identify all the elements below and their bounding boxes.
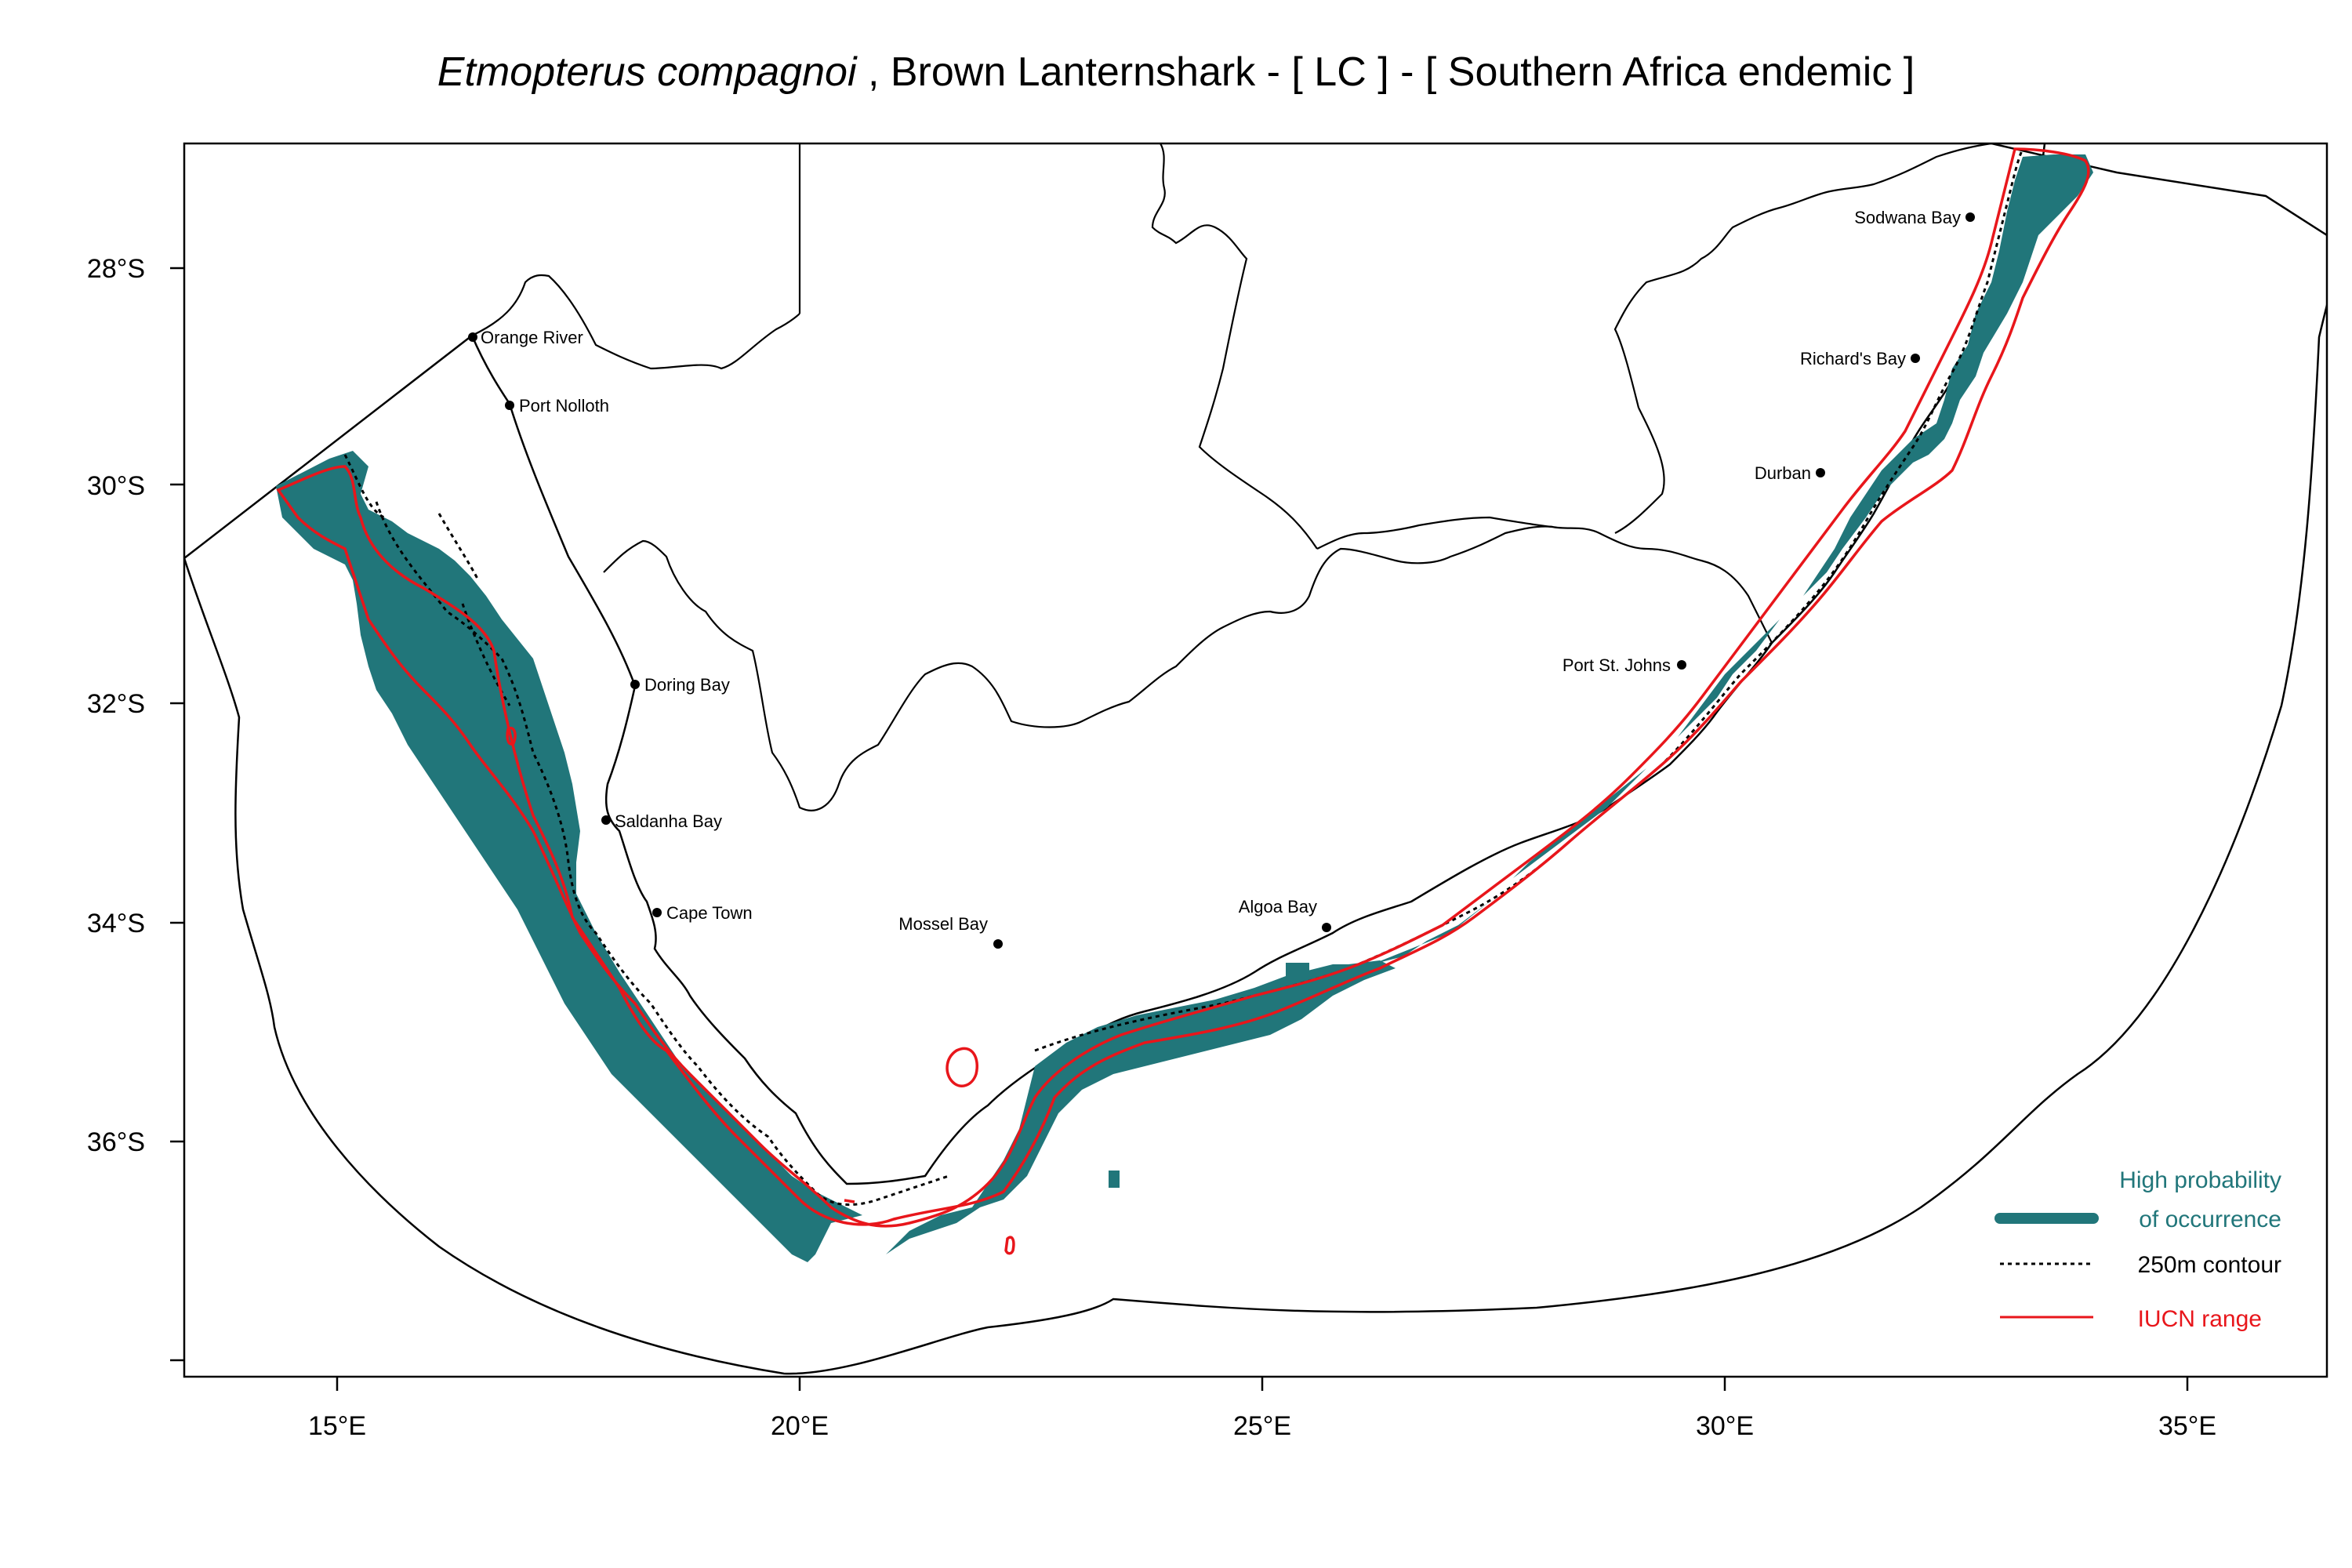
y-tick-34: 34°S: [87, 909, 145, 938]
x-axis: 15°E 20°E 25°E 30°E 35°E: [308, 1377, 2216, 1441]
map-title: Etmopterus compagnoi , Brown Lanternshar…: [0, 49, 2352, 96]
y-axis: 28°S 30°S 32°S 34°S 36°S: [87, 254, 184, 1362]
marker-cape-town: [652, 908, 662, 917]
iucn-loop-2: [1004, 1236, 1015, 1255]
iucn-range: [276, 147, 2090, 1255]
place-algoa-bay: Algoa Bay: [1239, 897, 1317, 916]
x-tick-20: 20°E: [771, 1411, 829, 1441]
place-durban: Durban: [1755, 463, 1811, 483]
occurrence-east-coast: [1372, 154, 2093, 964]
place-mossel-bay: Mossel Bay: [898, 914, 988, 934]
legend-iucn-label: IUCN range: [2138, 1306, 2262, 1332]
x-tick-35: 35°E: [2158, 1411, 2216, 1441]
marker-orange-river: [468, 332, 477, 342]
internal-boundaries: [471, 143, 1992, 811]
occurrence-south-coast: [886, 960, 1396, 1254]
iucn-west: [276, 147, 2090, 1228]
x-tick-15: 15°E: [308, 1411, 366, 1441]
marker-doring-bay: [630, 680, 640, 689]
place-doring-bay: Doring Bay: [644, 675, 730, 695]
legend-contour-label: 250m contour: [2138, 1252, 2281, 1278]
place-cape-town: Cape Town: [666, 903, 753, 923]
eez-line-west: [184, 335, 473, 559]
y-tick-36: 36°S: [87, 1127, 145, 1157]
place-port-st-johns: Port St. Johns: [1563, 655, 1671, 675]
marker-saldanha-bay: [601, 815, 611, 825]
marker-mossel-bay: [993, 939, 1003, 949]
eez-boundary: [184, 300, 2327, 1375]
plot-frame: [183, 142, 2328, 1378]
place-orange-river: Orange River: [481, 328, 583, 347]
place-richards-bay: Richard's Bay: [1800, 349, 1906, 368]
marker-port-nolloth: [505, 401, 514, 410]
y-tick-32: 32°S: [87, 689, 145, 719]
coastline: [470, 143, 2046, 1185]
iucn-loop-4: [844, 1199, 855, 1203]
title-rest: , Brown Lanternshark - [ LC ] - [ Southe…: [856, 49, 1915, 95]
x-tick-25: 25°E: [1233, 1411, 1291, 1441]
legend: High probability of occurrence 250m cont…: [1994, 1167, 2281, 1332]
legend-occurrence-line1: High probability: [2119, 1167, 2281, 1193]
species-name: Etmopterus compagnoi: [437, 49, 857, 95]
iucn-loop-1: [946, 1047, 978, 1087]
y-tick-30: 30°S: [87, 471, 145, 501]
x-tick-30: 30°E: [1696, 1411, 1754, 1441]
occurrence-patch: [1109, 1171, 1120, 1188]
marker-port-st-johns: [1677, 660, 1686, 670]
marker-algoa-bay: [1322, 923, 1331, 932]
occurrence-west-coast: [276, 451, 862, 1262]
marker-richards-bay: [1911, 354, 1920, 363]
occurrence-area: [276, 154, 2093, 1262]
marker-durban: [1816, 468, 1825, 477]
place-markers: Orange River Port Nolloth Doring Bay Sal…: [468, 208, 1975, 949]
place-port-nolloth: Port Nolloth: [519, 396, 609, 416]
legend-occurrence-line2: of occurrence: [2139, 1207, 2281, 1232]
iucn-loop-3: [506, 727, 517, 746]
marker-sodwana-bay: [1965, 212, 1975, 222]
occurrence-patch-2: [1286, 963, 1309, 982]
place-sodwana-bay: Sodwana Bay: [1854, 208, 1961, 227]
y-tick-28: 28°S: [87, 254, 145, 284]
place-saldanha-bay: Saldanha Bay: [615, 811, 722, 831]
